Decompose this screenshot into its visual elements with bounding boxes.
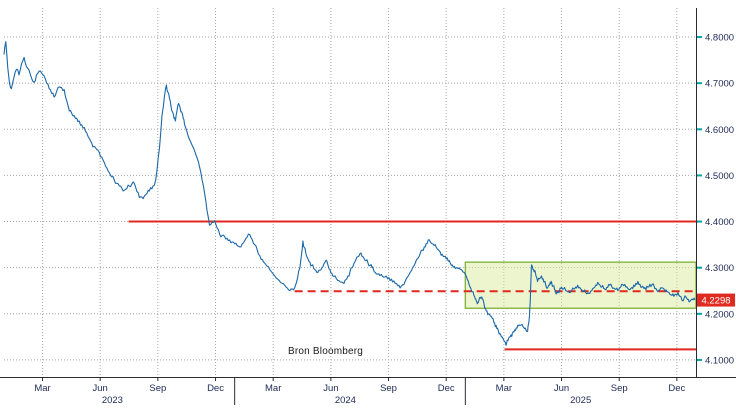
y-tick-label: 4.6000	[705, 125, 734, 136]
source-label: Bron Bloomberg	[288, 346, 364, 357]
x-tick-label: Jun	[93, 383, 108, 394]
y-tick-label: 4.4000	[705, 217, 734, 228]
price-series-line	[3, 41, 696, 346]
highlight-range-box	[464, 261, 697, 309]
y-tick-label: 4.1000	[705, 355, 734, 366]
y-tick-label: 4.5000	[705, 171, 734, 182]
x-tick-label: Sep	[380, 383, 397, 394]
x-tick-label: Dec	[207, 383, 224, 394]
y-tick-label: 4.3000	[705, 263, 734, 274]
y-tick-label: 4.7000	[705, 79, 734, 90]
x-tick-label: Jun	[554, 383, 569, 394]
x-tick-label: Mar	[34, 383, 50, 394]
x-tick-label: Sep	[149, 383, 166, 394]
x-tick-label: Jun	[323, 383, 338, 394]
last-price-label: 4.2298	[701, 296, 730, 307]
year-label: 2023	[102, 395, 123, 406]
x-tick-label: Sep	[611, 383, 628, 394]
year-label: 2025	[570, 395, 591, 406]
y-tick-label: 4.8000	[705, 33, 734, 44]
x-tick-label: Mar	[496, 383, 512, 394]
y-tick-label: 4.2000	[705, 309, 734, 320]
year-label: 2024	[335, 395, 356, 406]
last-price-badge	[697, 293, 735, 307]
x-tick-label: Dec	[668, 383, 685, 394]
x-tick-label: Mar	[265, 383, 281, 394]
x-tick-label: Dec	[438, 383, 455, 394]
